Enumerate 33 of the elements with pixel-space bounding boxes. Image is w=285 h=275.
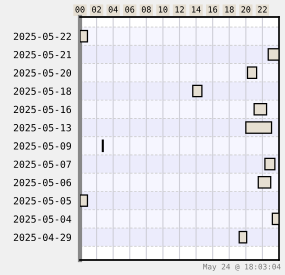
bar <box>80 30 88 42</box>
x-tick-label: 22 <box>258 6 267 12</box>
bar <box>245 121 272 134</box>
y-tick-label: 2025-05-20 <box>14 69 72 77</box>
x-tick-label: 06 <box>125 6 134 13</box>
y-tick-label: 2025-05-22 <box>14 32 71 40</box>
bar <box>246 66 258 80</box>
x-tick-label: 02 <box>92 6 101 13</box>
x-tick-label: 18 <box>225 6 234 13</box>
bar <box>192 84 203 98</box>
y-tick-label: 2025-04-29 <box>14 234 72 242</box>
bar <box>80 194 88 207</box>
x-tick-label: 00 <box>76 6 84 13</box>
y-tick-label: 2025-05-04 <box>14 215 72 223</box>
x-tick-label: 12 <box>175 6 184 12</box>
y-tick-label: 2025-05-07 <box>14 160 71 168</box>
x-tick-label: 20 <box>241 6 250 13</box>
y-tick-label: 2025-05-05 <box>14 197 71 204</box>
bar <box>258 176 272 189</box>
bar <box>238 230 248 244</box>
y-tick-label: 2025-05-09 <box>14 142 72 150</box>
x-tick-label: 16 <box>208 6 218 13</box>
y-tick-label: 2025-05-16 <box>14 106 72 114</box>
x-tick-label: 08 <box>142 6 151 13</box>
x-tick-label: 04 <box>108 6 118 13</box>
y-tick-label: 2025-05-21 <box>14 50 72 58</box>
bar <box>264 158 276 170</box>
y-tick-label: 2025-05-13 <box>14 124 71 132</box>
x-tick-label: 14 <box>192 6 201 12</box>
y-tick-label: 2025-05-18 <box>14 88 72 95</box>
bar <box>254 102 268 116</box>
y-tick-label: 2025-05-06 <box>14 178 72 186</box>
x-tick-label: 10 <box>158 6 168 13</box>
